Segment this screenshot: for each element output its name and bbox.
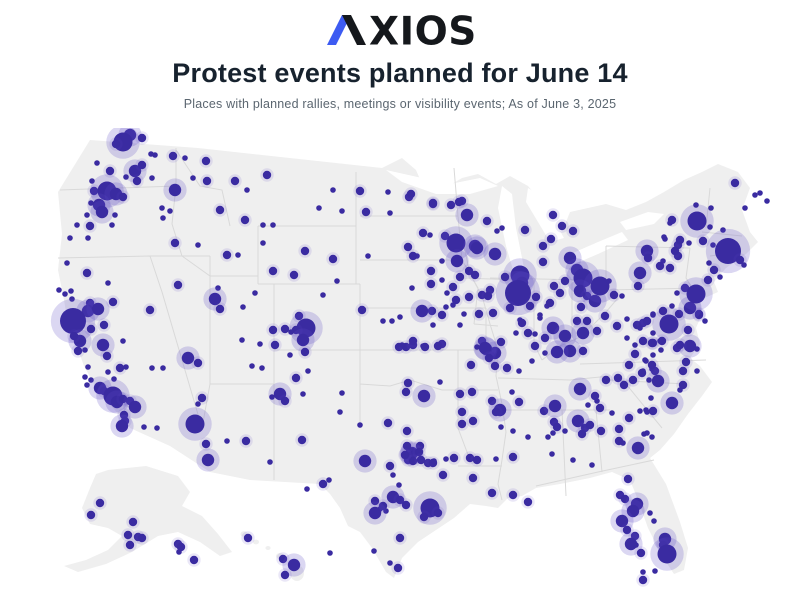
alaska-shape <box>64 466 232 572</box>
page-title: Protest events planned for June 14 <box>172 58 628 88</box>
logo-a-left-stroke-blue <box>327 15 351 45</box>
great-lakes <box>386 170 664 284</box>
dot-layer <box>50 128 770 587</box>
axios-logo-graphic: XIOS <box>327 13 476 47</box>
logo-a-right-stroke <box>342 15 366 45</box>
us-dot-map <box>50 128 770 587</box>
page-subtitle: Places with planned rallies, meetings or… <box>183 97 617 111</box>
axios-logo: XIOS <box>0 13 800 47</box>
axios-logo-text: XIOS <box>369 13 476 47</box>
